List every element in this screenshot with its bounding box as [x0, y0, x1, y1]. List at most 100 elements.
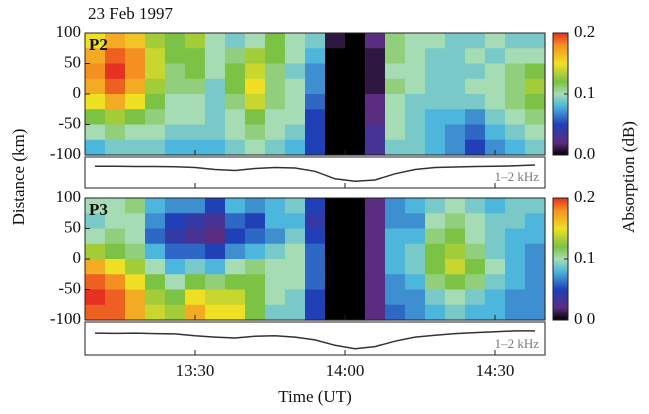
- heat-cell: [165, 64, 186, 80]
- heat-cell: [385, 125, 406, 141]
- heat-cell: [185, 48, 206, 64]
- heat-cell: [145, 125, 166, 141]
- heat-cell: [85, 140, 106, 156]
- heat-cell: [245, 64, 266, 80]
- heat-cell: [285, 64, 306, 80]
- heat-cell: [265, 259, 286, 275]
- heat-cell: [245, 198, 266, 214]
- y-tick-label: -100: [50, 309, 81, 328]
- heat-cell: [425, 94, 446, 110]
- heat-cell: [465, 274, 486, 290]
- heat-cell: [245, 94, 266, 110]
- heat-cell: [345, 64, 366, 80]
- heat-cell: [445, 213, 466, 229]
- heat-cell: [425, 198, 446, 214]
- y-tick-label: 0: [73, 248, 82, 267]
- heat-cell: [385, 274, 406, 290]
- heat-cell: [505, 79, 526, 95]
- heat-cell: [105, 33, 126, 49]
- heat-cell: [105, 244, 126, 260]
- heat-cell: [525, 259, 546, 275]
- heat-cell: [85, 274, 106, 290]
- heat-cell: [445, 140, 466, 156]
- heat-cell: [325, 229, 346, 245]
- heat-cell: [85, 79, 106, 95]
- heat-cell: [285, 244, 306, 260]
- heat-cell: [245, 33, 266, 49]
- panel-label: P2: [89, 35, 108, 54]
- heat-cell: [425, 213, 446, 229]
- heat-cell: [265, 213, 286, 229]
- heat-cell: [85, 290, 106, 306]
- heat-cell: [525, 140, 546, 156]
- heat-cell: [385, 33, 406, 49]
- heat-cell: [185, 198, 206, 214]
- heat-cell: [405, 259, 426, 275]
- heat-cell: [385, 259, 406, 275]
- heat-cell: [165, 125, 186, 141]
- heat-cell: [85, 109, 106, 125]
- heat-cell: [105, 125, 126, 141]
- heat-cell: [325, 109, 346, 125]
- trace-label: 1–2 kHz: [495, 169, 540, 184]
- heat-cell: [105, 213, 126, 229]
- heat-cell: [465, 259, 486, 275]
- heat-cell: [465, 229, 486, 245]
- heat-cell: [425, 290, 446, 306]
- x-tick-label: 14:30: [476, 361, 515, 380]
- heat-cell: [165, 33, 186, 49]
- heat-cell: [185, 125, 206, 141]
- heat-cell: [345, 48, 366, 64]
- heat-cell: [245, 213, 266, 229]
- heat-cell: [85, 125, 106, 141]
- heat-cell: [185, 94, 206, 110]
- heat-cell: [505, 33, 526, 49]
- heat-cell: [365, 125, 386, 141]
- heat-cell: [325, 305, 346, 321]
- heat-cell: [365, 140, 386, 156]
- heat-cell: [425, 33, 446, 49]
- heat-cell: [85, 229, 106, 245]
- heat-cell: [165, 213, 186, 229]
- heat-cell: [505, 274, 526, 290]
- heat-cell: [125, 229, 146, 245]
- heat-cell: [365, 64, 386, 80]
- heat-cell: [525, 290, 546, 306]
- heat-cell: [405, 244, 426, 260]
- colorbar-tick-label: 0.1: [574, 248, 595, 267]
- heat-cell: [145, 274, 166, 290]
- heat-cell: [365, 213, 386, 229]
- heat-cell: [145, 290, 166, 306]
- colorbar-tick-label: 0.1: [574, 83, 595, 102]
- heat-cell: [525, 79, 546, 95]
- heat-cell: [445, 64, 466, 80]
- heat-cell: [345, 94, 366, 110]
- heat-cell: [345, 213, 366, 229]
- heat-cell: [425, 125, 446, 141]
- heat-cell: [205, 125, 226, 141]
- heat-cell: [385, 64, 406, 80]
- heat-cell: [125, 64, 146, 80]
- heat-cell: [385, 305, 406, 321]
- heat-cell: [305, 94, 326, 110]
- heat-cell: [245, 274, 266, 290]
- heat-cell: [405, 274, 426, 290]
- heat-cell: [85, 305, 106, 321]
- heat-cell: [385, 290, 406, 306]
- heat-cell: [305, 125, 326, 141]
- heat-cell: [505, 305, 526, 321]
- heat-cell: [525, 305, 546, 321]
- trace-frame: [85, 157, 545, 188]
- heat-cell: [345, 259, 366, 275]
- heat-cell: [285, 229, 306, 245]
- heat-cell: [345, 198, 366, 214]
- heat-cell: [405, 33, 426, 49]
- heat-cell: [145, 198, 166, 214]
- heat-cell: [385, 229, 406, 245]
- heat-cell: [525, 94, 546, 110]
- heat-cell: [185, 229, 206, 245]
- heat-cell: [525, 48, 546, 64]
- heat-cell: [325, 198, 346, 214]
- heat-cell: [445, 198, 466, 214]
- heat-cell: [345, 79, 366, 95]
